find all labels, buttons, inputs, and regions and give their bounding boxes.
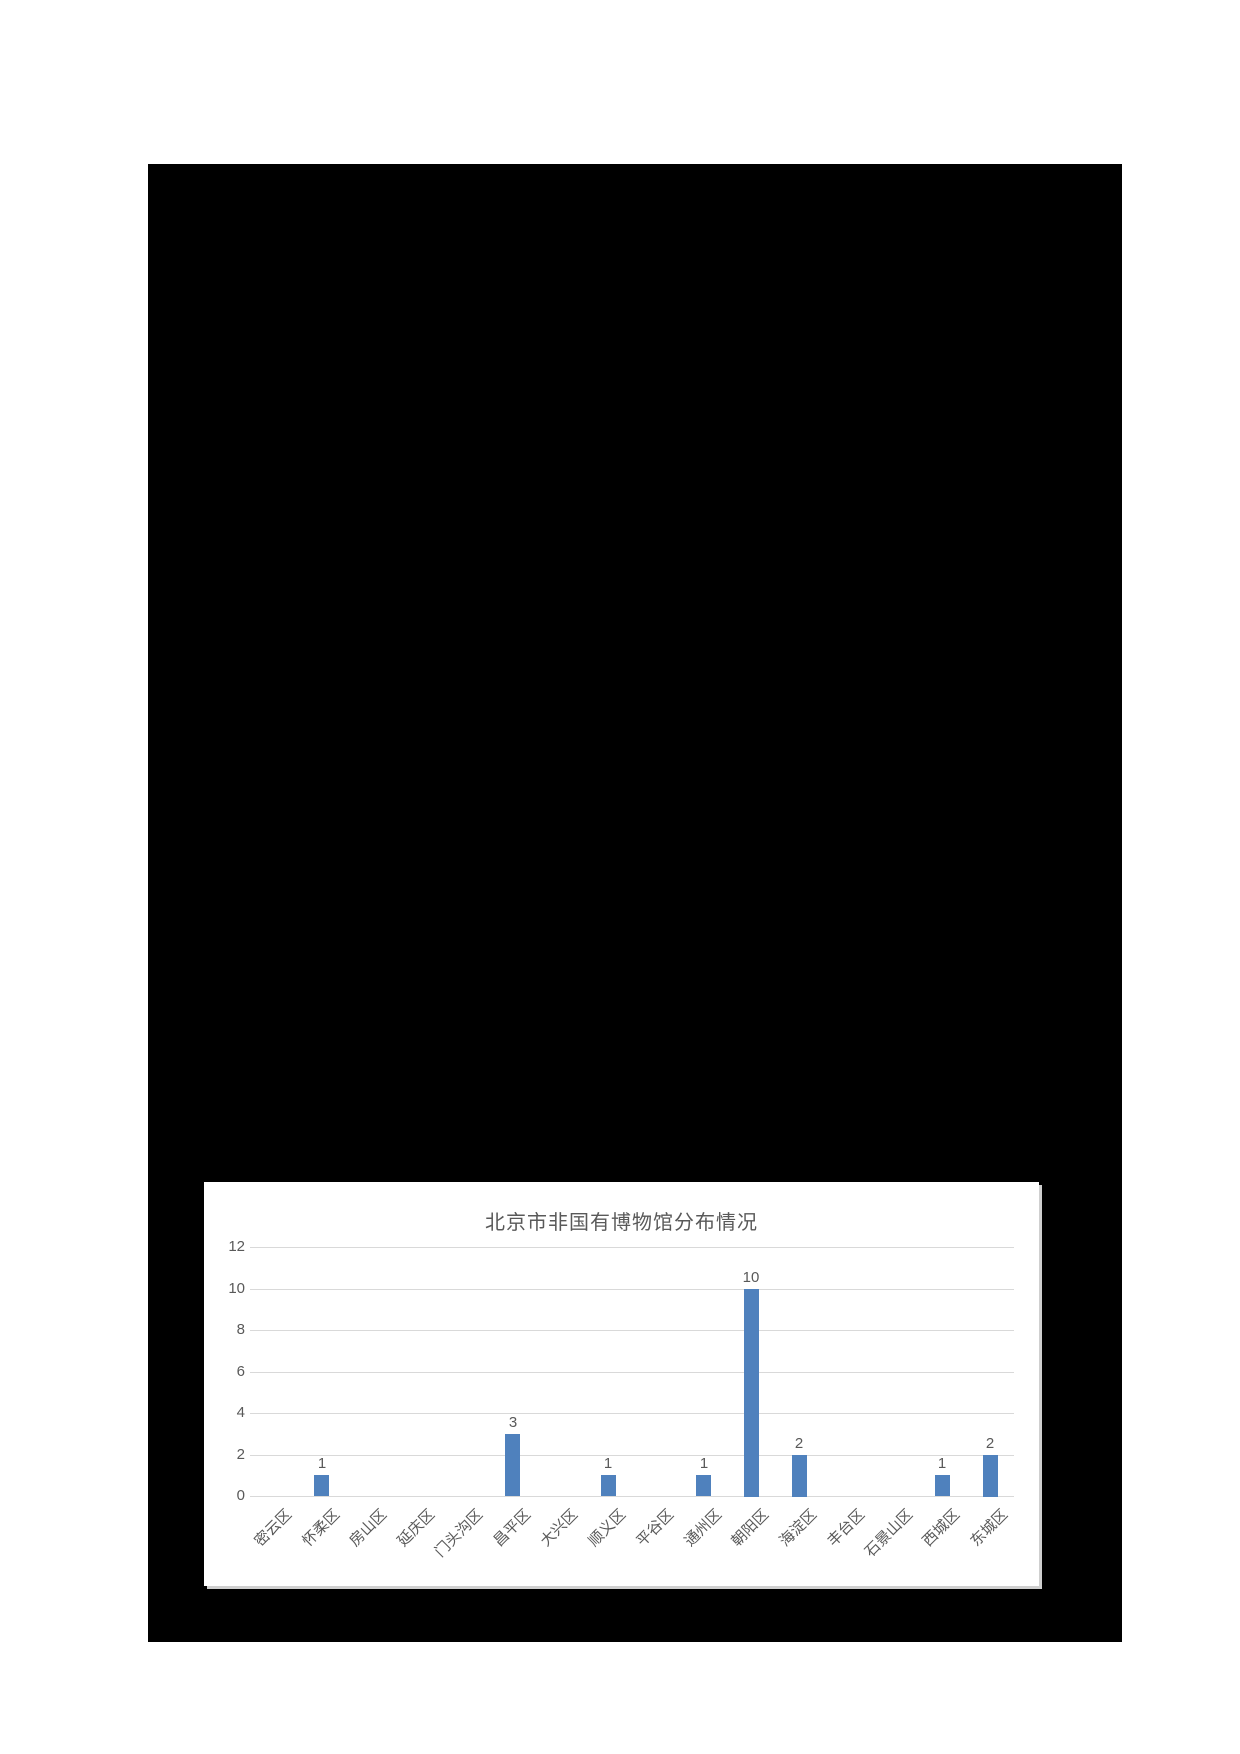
- gridline: [250, 1372, 1014, 1373]
- x-axis-category-label: 密云区: [251, 1506, 296, 1550]
- x-axis-category-label: 门头沟区: [431, 1506, 487, 1561]
- bar-value-label: 2: [985, 1435, 995, 1452]
- bar: [744, 1289, 759, 1497]
- gridline: [250, 1496, 1014, 1497]
- y-axis-tick-label: 2: [236, 1446, 245, 1463]
- bar-value-label: 2: [794, 1435, 804, 1452]
- x-axis-category-label: 石景山区: [861, 1506, 917, 1561]
- gridline: [250, 1455, 1014, 1456]
- y-axis-tick-label: 6: [236, 1363, 245, 1380]
- gridline: [250, 1247, 1014, 1248]
- gridline: [250, 1289, 1014, 1290]
- bar: [983, 1455, 998, 1497]
- y-axis-tick-label: 10: [228, 1280, 245, 1297]
- gridline: [250, 1413, 1014, 1414]
- bar-chart-panel: 北京市非国有博物馆分布情况 0 2 4 6 8 10 12 密云区 1 怀柔区 房山区 延庆区 门头沟区…: [204, 1182, 1039, 1586]
- x-axis-category-label: 朝阳区: [728, 1506, 773, 1550]
- y-axis-tick-label: 12: [228, 1238, 245, 1255]
- bar-value-label: 1: [699, 1455, 709, 1472]
- bar: [505, 1434, 520, 1496]
- bar: [314, 1475, 329, 1496]
- x-axis-category-label: 怀柔区: [299, 1506, 344, 1550]
- bar-value-label: 1: [603, 1455, 613, 1472]
- plot-area: [250, 1247, 1014, 1497]
- bar-value-label: 1: [317, 1455, 327, 1472]
- x-axis-category-label: 东城区: [967, 1506, 1012, 1550]
- x-axis-category-label: 大兴区: [537, 1506, 582, 1550]
- bar-value-label: 10: [742, 1269, 760, 1286]
- x-axis-category-label: 海淀区: [776, 1506, 821, 1550]
- x-axis-category-label: 平谷区: [633, 1506, 678, 1550]
- x-axis-category-label: 西城区: [919, 1506, 964, 1550]
- x-axis-category-label: 房山区: [346, 1506, 391, 1550]
- bar: [935, 1475, 950, 1496]
- bar-value-label: 1: [937, 1455, 947, 1472]
- bar: [696, 1475, 711, 1496]
- x-axis-category-label: 顺义区: [585, 1506, 630, 1550]
- black-background-region: 北京市非国有博物馆分布情况 0 2 4 6 8 10 12 密云区 1 怀柔区 房山区 延庆区 门头沟区…: [148, 164, 1122, 1642]
- chart-title: 北京市非国有博物馆分布情况: [485, 1212, 758, 1234]
- y-axis-tick-label: 0: [236, 1487, 245, 1504]
- bar: [792, 1455, 807, 1497]
- y-axis-tick-label: 8: [236, 1321, 245, 1338]
- bar-value-label: 3: [508, 1414, 518, 1431]
- bar: [601, 1475, 616, 1496]
- gridline: [250, 1330, 1014, 1331]
- y-axis-tick-label: 4: [236, 1404, 245, 1421]
- x-axis-category-label: 昌平区: [490, 1506, 535, 1550]
- x-axis-category-label: 通州区: [681, 1506, 726, 1550]
